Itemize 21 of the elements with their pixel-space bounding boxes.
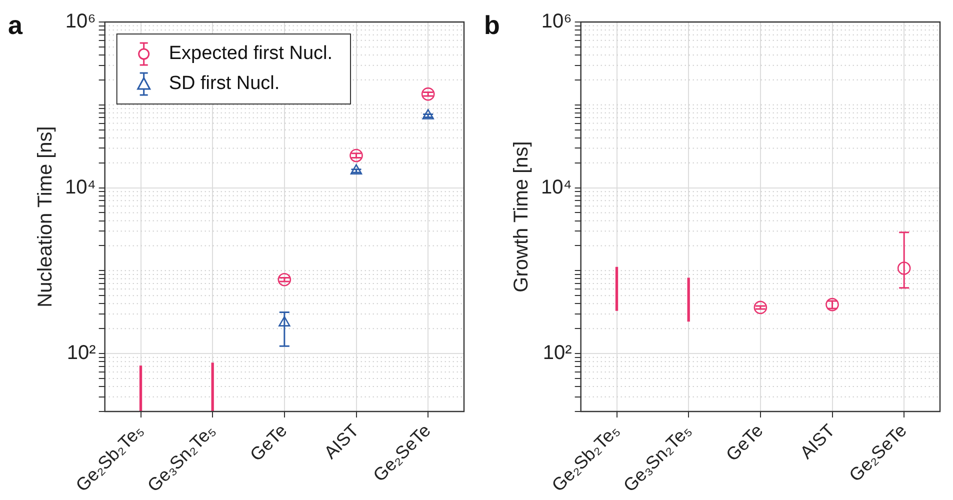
point bbox=[278, 272, 292, 286]
y-tick-label: 10² bbox=[542, 342, 572, 364]
y-tick-label: 10⁴ bbox=[64, 176, 96, 198]
y-tick-label: 10⁶ bbox=[541, 10, 572, 33]
point bbox=[350, 148, 363, 162]
point bbox=[754, 300, 768, 314]
y-tick-label: 10² bbox=[66, 342, 96, 364]
point bbox=[826, 298, 839, 312]
legend-label: Expected first Nucl. bbox=[168, 43, 333, 64]
point bbox=[421, 87, 435, 101]
y-axis-title: Nucleation Time [ns] bbox=[34, 126, 57, 308]
legend-label: SD first Nucl. bbox=[168, 73, 280, 94]
y-tick-label: 10⁴ bbox=[540, 176, 572, 198]
chart-title: b bbox=[484, 10, 500, 40]
point bbox=[350, 164, 362, 175]
point bbox=[897, 262, 911, 275]
y-axis-title: Growth Time [ns] bbox=[510, 141, 533, 292]
y-tick-label: 10⁶ bbox=[65, 10, 96, 33]
chart-title: a bbox=[8, 10, 23, 40]
point bbox=[422, 109, 434, 120]
point bbox=[278, 316, 290, 326]
